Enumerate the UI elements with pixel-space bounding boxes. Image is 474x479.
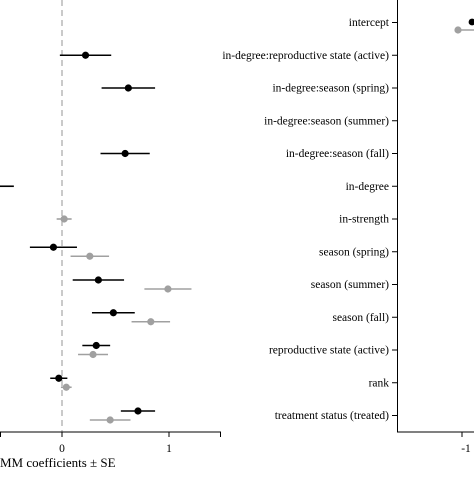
coefficient-point bbox=[49, 243, 58, 251]
coefficient-point bbox=[60, 215, 68, 223]
row-label: in-strength bbox=[339, 214, 389, 226]
row-label: treatment status (treated) bbox=[275, 410, 389, 422]
coefficient-point bbox=[454, 26, 462, 34]
row-label: intercept bbox=[349, 17, 390, 29]
row-label: in-degree:season (fall) bbox=[286, 148, 389, 160]
row-label: season (spring) bbox=[319, 246, 389, 258]
row-label: season (fall) bbox=[332, 312, 389, 324]
coefficient-point bbox=[106, 416, 114, 424]
row-label: in-degree bbox=[346, 181, 389, 193]
row-label: in-degree:season (summer) bbox=[264, 115, 389, 127]
left-x-tick-label: 1 bbox=[166, 443, 172, 455]
right-x-tick-label: -1 bbox=[461, 443, 471, 455]
left-x-tick-label: 0 bbox=[59, 443, 65, 455]
coefficient-point bbox=[164, 285, 172, 293]
row-label: season (summer) bbox=[311, 279, 389, 291]
coefficient-point bbox=[124, 84, 132, 92]
row-label: in-degree:season (spring) bbox=[272, 83, 389, 95]
row-label: reproductive state (active) bbox=[269, 345, 389, 357]
coefficient-point bbox=[468, 18, 474, 26]
coefficient-point bbox=[94, 276, 102, 284]
coefficient-point bbox=[86, 252, 94, 260]
coefficient-point bbox=[109, 309, 117, 317]
coefficient-point bbox=[92, 341, 100, 350]
coefficient-point bbox=[134, 407, 142, 415]
coefficient-point bbox=[62, 383, 70, 391]
coefficient-point bbox=[55, 374, 63, 382]
coefficient-point bbox=[147, 318, 155, 326]
coefficient-point bbox=[89, 350, 97, 359]
coefficient-point bbox=[121, 149, 129, 158]
coefficient-point bbox=[81, 51, 90, 59]
row-label: in-degree:reproductive state (active) bbox=[222, 50, 389, 62]
left-x-axis-title: MM coefficients ± SE bbox=[0, 455, 116, 470]
row-label: rank bbox=[369, 377, 390, 389]
